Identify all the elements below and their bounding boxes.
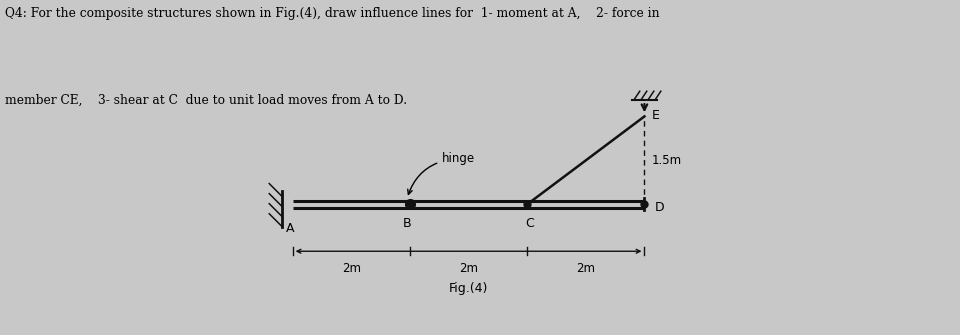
Text: E: E <box>652 109 660 122</box>
Text: 2m: 2m <box>459 262 478 275</box>
Text: A: A <box>285 222 294 235</box>
Text: 2m: 2m <box>576 262 595 275</box>
Text: C: C <box>526 217 535 230</box>
Text: member CE,    3- shear at C  due to unit load moves from A to D.: member CE, 3- shear at C due to unit loa… <box>5 94 407 107</box>
Text: Q4: For the composite structures shown in Fig.(4), draw influence lines for  1- : Q4: For the composite structures shown i… <box>5 7 660 20</box>
Text: B: B <box>402 217 411 230</box>
Text: hinge: hinge <box>408 152 475 194</box>
Text: D: D <box>655 201 664 214</box>
Text: 2m: 2m <box>342 262 361 275</box>
Text: Fig.(4): Fig.(4) <box>449 282 489 295</box>
Text: 1.5m: 1.5m <box>652 154 682 167</box>
